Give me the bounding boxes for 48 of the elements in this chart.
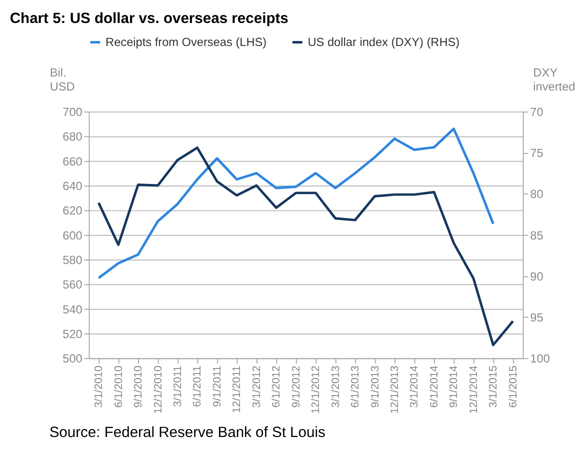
x-tick-label: 9/1/2012: [290, 366, 302, 408]
x-tick-label: 6/1/2010: [112, 366, 125, 408]
y-tick-label: 500: [62, 352, 83, 366]
legend-label: Receipts from Overseas (LHS): [106, 35, 267, 50]
y-tick-label: 680: [62, 130, 83, 144]
x-tick-label: 6/1/2012: [270, 366, 283, 408]
y-axis-title: Bil. USD: [50, 66, 75, 94]
y2-axis-title: DXY inverted: [533, 66, 576, 94]
x-tick-label: 3/1/2013: [330, 366, 342, 408]
x-tick-label: 9/1/2011: [211, 366, 224, 407]
y2-tick-label: 85: [530, 228, 544, 242]
y-tick-label: 600: [62, 228, 83, 242]
x-tick-label: 6/1/2015: [507, 366, 520, 408]
x-tick-label: 3/1/2014: [408, 366, 421, 408]
y-tick-label: 620: [62, 204, 83, 218]
x-tick-label: 6/1/2013: [350, 366, 362, 408]
y-tick-label: 560: [62, 278, 83, 292]
x-tick-label: 3/1/2012: [250, 366, 263, 408]
y2-tick-label: 100: [530, 352, 550, 366]
x-tick-label: 9/1/2013: [369, 366, 382, 408]
legend-label: US dollar index (DXY) (RHS): [308, 35, 460, 50]
y2-tick-label: 80: [530, 187, 544, 202]
y-tick-label: 660: [62, 154, 83, 168]
y-tick-label: 640: [62, 178, 83, 193]
x-tick-label: 12/1/2013: [389, 366, 402, 414]
y-tick-label: 580: [62, 252, 83, 267]
x-tick-label: 3/1/2011: [172, 366, 184, 407]
x-tick-label: 12/1/2012: [310, 366, 322, 414]
x-tick-label: 6/1/2014: [428, 366, 440, 408]
x-tick-label: 3/1/2015: [488, 366, 500, 408]
x-tick-label: 9/1/2010: [132, 366, 145, 408]
x-tick-label: 12/1/2014: [468, 366, 480, 414]
y-tick-label: 520: [62, 326, 83, 341]
x-tick-label: 9/1/2014: [448, 366, 460, 408]
line-series: [97, 128, 494, 280]
y2-tick-label: 95: [530, 310, 544, 324]
y2-tick-label: 75: [530, 146, 544, 160]
chart-title: Chart 5: US dollar vs. overseas receipts: [10, 10, 288, 27]
y-tick-label: 700: [62, 104, 83, 119]
line-series: [97, 146, 514, 346]
y2-tick-label: 70: [530, 104, 544, 119]
x-tick-label: 3/1/2010: [93, 366, 106, 408]
x-tick-label: 6/1/2011: [192, 366, 204, 407]
x-tick-label: 12/1/2010: [152, 366, 164, 414]
source-note: Source: Federal Reserve Bank of St Louis: [49, 425, 326, 442]
y2-tick-label: 90: [530, 269, 544, 284]
x-tick-label: 12/1/2011: [231, 366, 244, 413]
y-tick-label: 540: [62, 302, 83, 316]
